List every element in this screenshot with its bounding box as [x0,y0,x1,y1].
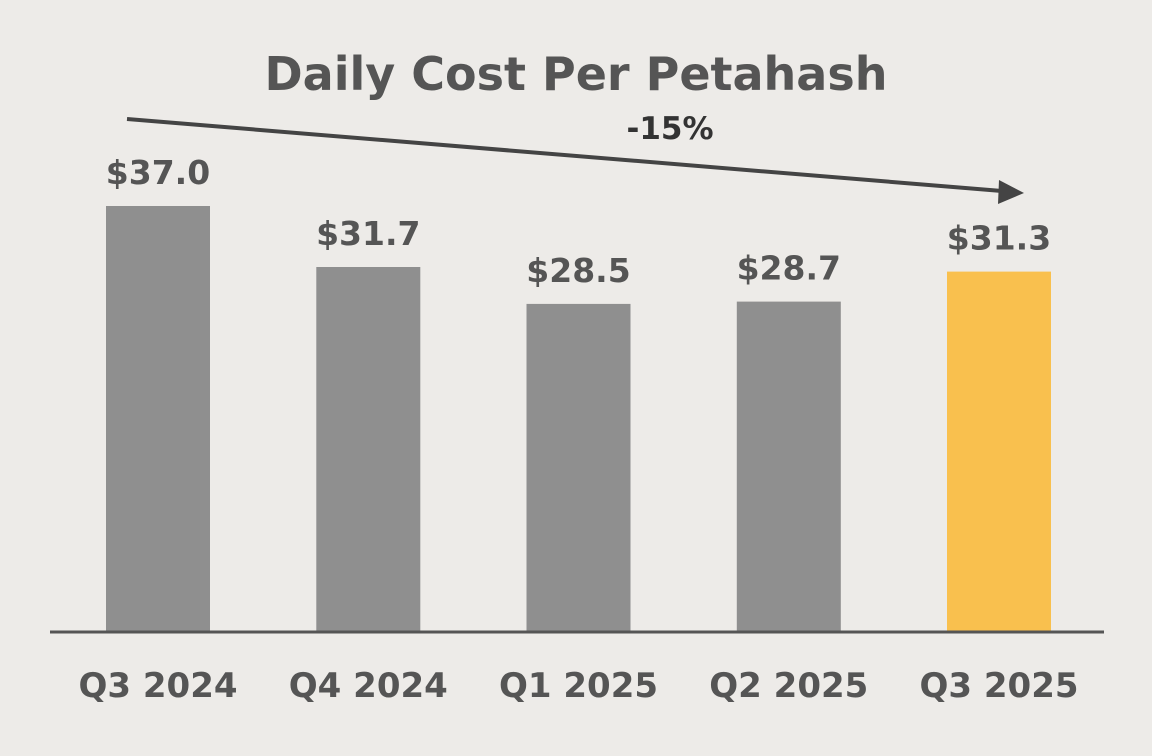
chart-title: Daily Cost Per Petahash [265,47,888,101]
category-label: Q3 2025 [919,666,1078,706]
trend-arrow-line [126,117,1003,193]
bar-q1-2025 [526,303,631,632]
category-labels-group: Q3 2024 Q4 2024 Q1 2025 Q2 2025 Q3 2025 [78,666,1078,706]
category-label: Q4 2024 [289,666,448,706]
value-labels-group: $37.0 $31.7 $28.5 $28.7 $31.3 [106,153,1051,290]
bar-q4-2024 [316,267,421,632]
trend-arrow-head [998,180,1024,204]
bar-q2-2025 [736,301,841,632]
category-label: Q3 2024 [78,666,237,706]
value-label: $31.3 [947,219,1051,258]
percent-change-label: -15% [626,111,713,147]
bar-q3-2025 [947,271,1051,632]
trend-arrow [126,117,1024,204]
value-label: $37.0 [106,153,210,192]
value-label: $28.5 [526,251,630,290]
bars-group [106,206,1051,632]
category-label: Q1 2025 [499,666,658,706]
category-label: Q2 2025 [709,666,868,706]
value-label: $31.7 [316,214,420,253]
bar-q3-2024 [106,206,210,632]
value-label: $28.7 [737,249,841,288]
